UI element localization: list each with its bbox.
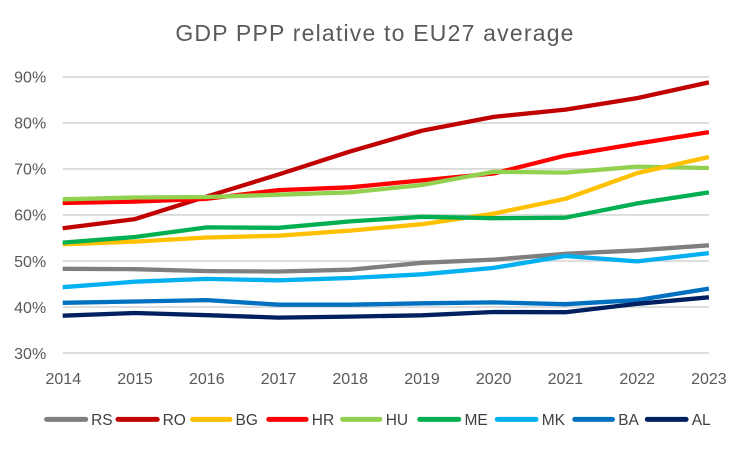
svg-text:80%: 80% (14, 116, 46, 133)
svg-text:40%: 40% (14, 300, 46, 317)
svg-text:30%: 30% (14, 346, 46, 363)
svg-text:70%: 70% (14, 162, 46, 179)
svg-text:2017: 2017 (261, 371, 297, 388)
svg-text:2020: 2020 (476, 371, 512, 388)
svg-text:90%: 90% (14, 70, 46, 87)
svg-text:2023: 2023 (691, 371, 727, 388)
svg-text:RS: RS (91, 412, 113, 429)
svg-text:GDP PPP relative to EU27 avera: GDP PPP relative to EU27 average (175, 20, 574, 46)
svg-text:2022: 2022 (619, 371, 655, 388)
svg-text:BG: BG (236, 412, 258, 429)
svg-text:2021: 2021 (548, 371, 584, 388)
svg-text:ME: ME (465, 412, 488, 429)
svg-text:AL: AL (692, 412, 711, 429)
svg-text:50%: 50% (14, 254, 46, 271)
svg-text:HR: HR (312, 412, 334, 429)
svg-text:2015: 2015 (117, 371, 153, 388)
svg-text:MK: MK (542, 412, 566, 429)
svg-text:2019: 2019 (404, 371, 440, 388)
svg-text:60%: 60% (14, 208, 46, 225)
svg-text:RO: RO (163, 412, 186, 429)
svg-text:2014: 2014 (46, 371, 82, 388)
svg-text:HU: HU (386, 412, 408, 429)
svg-text:BA: BA (618, 412, 639, 429)
svg-text:2016: 2016 (189, 371, 225, 388)
svg-text:2018: 2018 (332, 371, 368, 388)
